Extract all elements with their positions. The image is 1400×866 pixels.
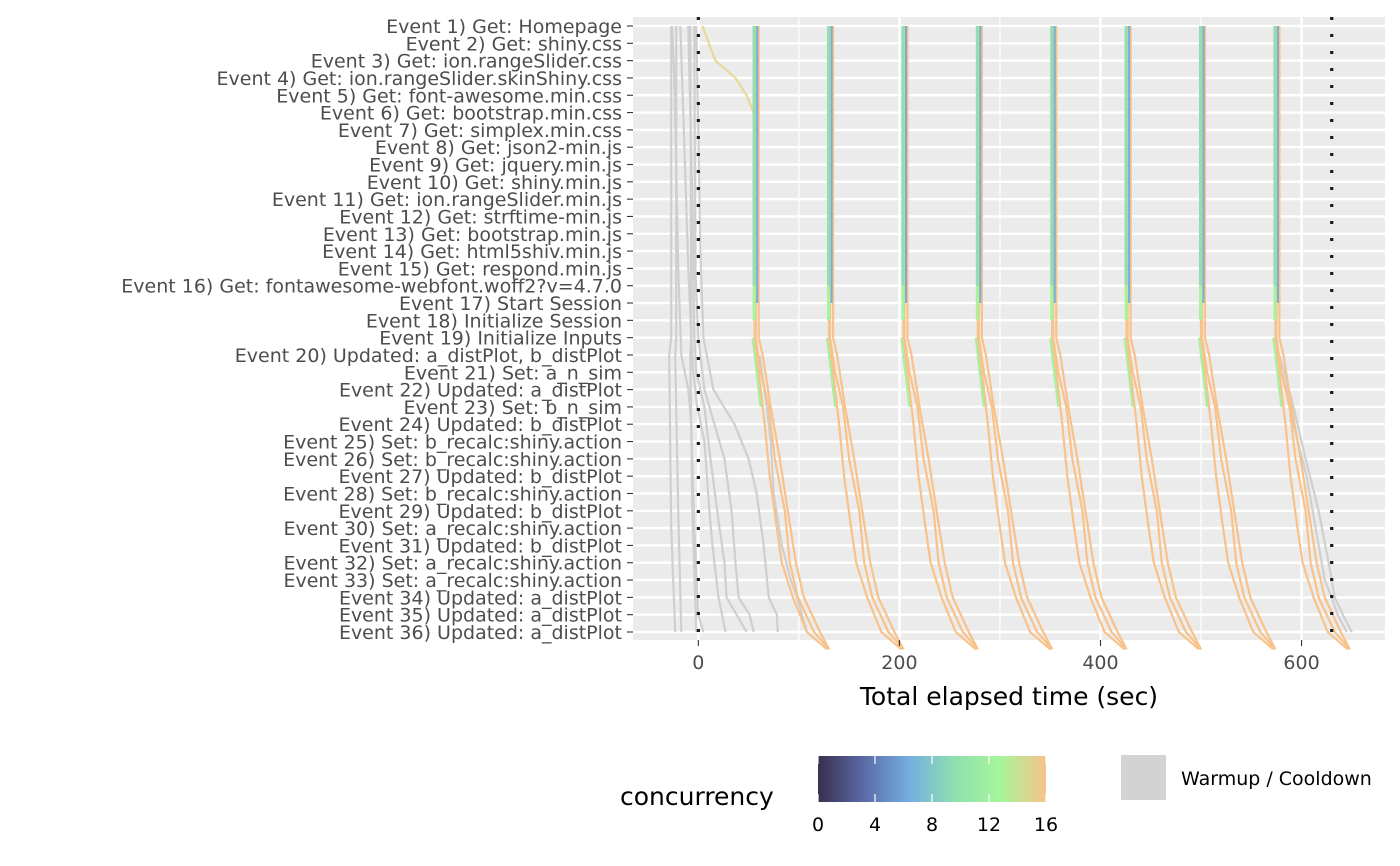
- y-tick-label: Event 16) Get: fontawesome-webfont.woff2…: [121, 276, 622, 298]
- x-axis: 0 200 400 600: [692, 640, 1320, 674]
- session-line: [754, 26, 830, 651]
- y-tick-label: Event 27) Updated: b_distPlot: [339, 466, 622, 488]
- x-tick-label: 200: [881, 652, 917, 674]
- y-tick-label: Event 3) Get: ion.rangeSlider.css: [311, 51, 622, 73]
- y-tick-label: Event 18) Initialize Session: [366, 310, 622, 332]
- y-tick-label: Event 8) Get: json2-min.js: [375, 137, 622, 159]
- session-line: [679, 25, 727, 633]
- legend-tick-label: 4: [869, 814, 881, 836]
- session-line: [1123, 337, 1134, 408]
- y-tick-label: Event 25) Set: b_recalc:shiny.action: [283, 432, 622, 454]
- y-tick-label: Event 32) Set: a_recalc:shiny.action: [283, 553, 622, 575]
- y-tick-label: Event 19) Initialize Inputs: [379, 328, 622, 350]
- session-line: [1055, 26, 1128, 650]
- session-line: [687, 25, 748, 633]
- y-tick-label: Event 22) Updated: a_distPlot: [339, 380, 622, 402]
- y-tick-label: Event 29) Updated: b_distPlot: [339, 501, 622, 523]
- y-tick-label: Event 17) Start Session: [399, 293, 622, 315]
- session-line: [671, 25, 705, 633]
- session-line: [906, 26, 979, 650]
- legend-tick-label: 16: [1034, 814, 1058, 836]
- legend-tick-label: 12: [977, 814, 1001, 836]
- y-tick-label: Event 12) Get: strftime-min.js: [339, 206, 622, 228]
- session-line: [1278, 354, 1353, 633]
- y-tick-label: Event 35) Updated: a_distPlot: [339, 605, 622, 627]
- y-tick-label: Event 1) Get: Homepage: [386, 16, 622, 38]
- legend-tick-label: 0: [812, 814, 824, 836]
- session-line: [832, 26, 905, 650]
- session-line: [693, 25, 755, 633]
- y-tick-label: Event 33) Set: a_recalc:shiny.action: [283, 570, 622, 592]
- y-tick-label: Event 21) Set: a_n_sim: [404, 362, 622, 384]
- y-tick-label: Event 26) Set: b_recalc:shiny.action: [283, 449, 622, 471]
- y-tick-label: Event 28) Set: b_recalc:shiny.action: [283, 483, 622, 505]
- reference-lines: [696, 17, 1334, 640]
- y-tick-label: Event 15) Get: respond.min.js: [338, 258, 622, 280]
- y-tick-label: Event 4) Get: ion.rangeSlider.skinShiny.…: [217, 68, 623, 90]
- y-tick-label: Event 30) Set: a_recalc:shiny.action: [283, 518, 622, 540]
- legend: concurrency 0 4 8 12 16 Warmup / Cooldown: [620, 755, 1372, 836]
- y-tick-label: Event 11) Get: ion.rangeSlider.min.js: [272, 189, 622, 211]
- session-line: [695, 25, 779, 633]
- y-tick-label: Event 36) Updated: a_distPlot: [339, 622, 622, 644]
- y-tick-label: Event 7) Get: simplex.min.css: [338, 120, 622, 142]
- x-axis-title: Total elapsed time (sec): [859, 682, 1158, 711]
- y-tick-label: Event 9) Get: jquery.min.js: [369, 155, 622, 177]
- session-line: [980, 26, 1054, 650]
- x-tick-label: 0: [692, 652, 704, 674]
- legend-key-swatch: [1121, 755, 1166, 800]
- y-tick-label: Event 34) Updated: a_distPlot: [339, 587, 622, 609]
- series-lines: [668, 25, 1353, 651]
- session-line: [1278, 26, 1351, 650]
- legend-ticks: 0 4 8 12 16: [812, 756, 1058, 836]
- session-line: [1049, 337, 1060, 408]
- legend-title: concurrency: [620, 782, 774, 811]
- session-line: [751, 337, 762, 408]
- y-tick-label: Event 13) Get: bootstrap.min.js: [323, 224, 622, 246]
- session-line: [974, 337, 985, 408]
- y-tick-label: Event 24) Updated: b_distPlot: [339, 414, 622, 436]
- session-line: [701, 25, 755, 114]
- x-tick-label: 600: [1283, 652, 1319, 674]
- y-tick-label: Event 6) Get: bootstrap.min.css: [320, 103, 622, 125]
- session-line: [900, 337, 911, 408]
- session-line: [1203, 26, 1277, 650]
- session-line: [758, 354, 808, 633]
- y-tick-label: Event 23) Set: b_n_sim: [403, 397, 622, 419]
- y-tick-label: Event 20) Updated: a_distPlot, b_distPlo…: [235, 345, 622, 367]
- legend-tick-label: 8: [926, 814, 938, 836]
- session-line: [1129, 26, 1202, 650]
- y-tick-label: Event 2) Get: shiny.css: [406, 33, 622, 55]
- session-line: [757, 26, 830, 650]
- y-tick-label: Event 31) Updated: b_distPlot: [339, 535, 622, 557]
- y-tick-label: Event 5) Get: font-awesome.min.css: [276, 85, 622, 107]
- session-line: [1197, 337, 1209, 408]
- session-line: [825, 337, 837, 408]
- y-tick-label: Event 14) Get: html5shiv.min.js: [322, 241, 622, 263]
- legend-key-label: Warmup / Cooldown: [1181, 768, 1372, 790]
- x-tick-label: 400: [1082, 652, 1118, 674]
- session-line: [689, 25, 698, 633]
- session-line: [1272, 337, 1283, 408]
- session-line: [668, 26, 677, 633]
- session-line: [674, 26, 683, 633]
- y-tick-label: Event 10) Get: shiny.min.js: [367, 172, 622, 194]
